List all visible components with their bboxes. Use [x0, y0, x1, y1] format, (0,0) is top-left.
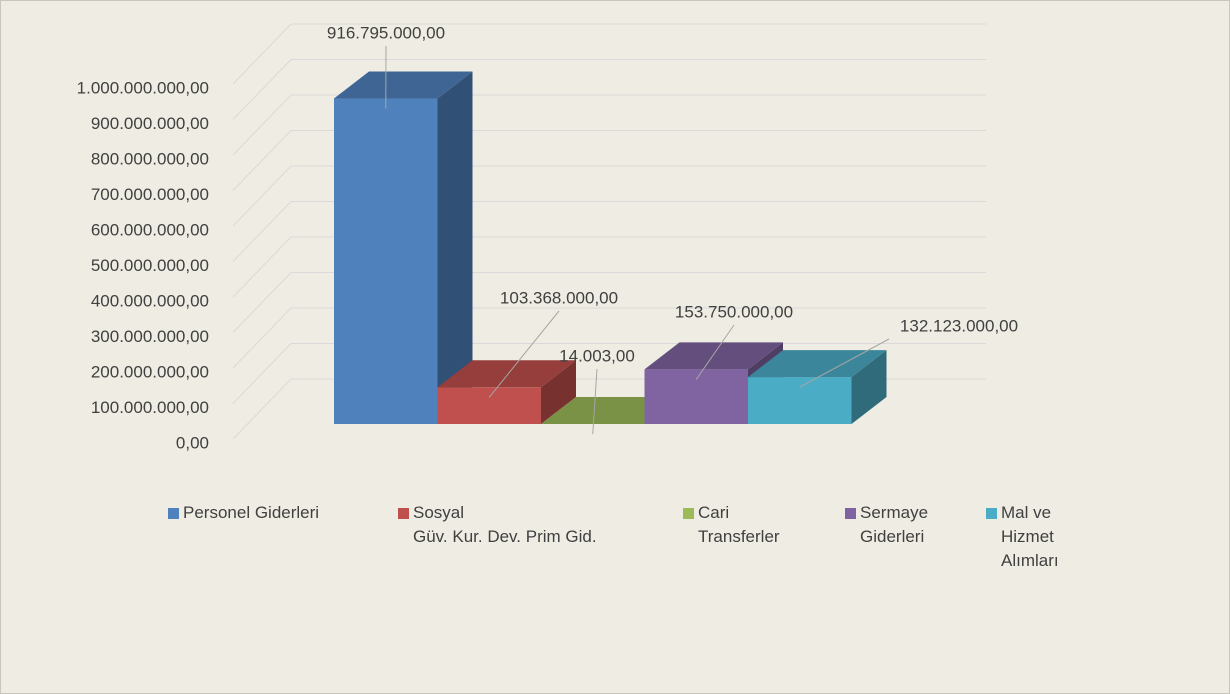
- y-tick-label: 0,00: [176, 433, 209, 452]
- grid-line: [232, 23, 292, 85]
- grid-line: [232, 236, 292, 298]
- grid-line: [232, 130, 292, 191]
- legend-label: Mal ve Hizmet Alımları: [1001, 503, 1059, 570]
- data-label: 103.368.000,00: [500, 288, 618, 307]
- bar-top: [334, 71, 473, 99]
- leader-line: [592, 368, 598, 435]
- legend-label: Cari Transferler: [698, 503, 780, 546]
- y-tick-label: 200.000.000,00: [91, 362, 209, 381]
- y-tick-label: 700.000.000,00: [91, 185, 209, 204]
- grid-line: [232, 201, 292, 262]
- leader-line: [695, 324, 735, 380]
- grid-line: [232, 343, 292, 404]
- grid-line: [232, 307, 292, 369]
- legend-label: Sermaye Giderleri: [860, 503, 929, 546]
- bar-front: [748, 377, 852, 424]
- data-label: 916.795.000,00: [327, 23, 445, 42]
- legend-swatch: [168, 508, 179, 519]
- y-tick-label: 900.000.000,00: [91, 114, 209, 133]
- legend-swatch: [845, 508, 856, 519]
- bar-side: [541, 360, 576, 424]
- legend-swatch: [398, 508, 409, 519]
- y-tick-label: 100.000.000,00: [91, 398, 209, 417]
- grid-line: [232, 378, 292, 440]
- grid-line: [232, 272, 292, 333]
- bar-top: [437, 360, 576, 388]
- bar-side: [851, 350, 887, 424]
- legend-swatch: [683, 508, 694, 519]
- legend-label: Personel Giderleri: [183, 503, 320, 522]
- grid-line: [232, 94, 292, 156]
- y-tick-label: 400.000.000,00: [91, 291, 209, 310]
- data-label: 14.003,00: [559, 346, 635, 365]
- bar-side: [437, 71, 473, 424]
- grid-line: [232, 59, 292, 120]
- legend-swatch: [986, 508, 997, 519]
- data-label: 153.750.000,00: [675, 302, 793, 321]
- y-tick-label: 500.000.000,00: [91, 256, 209, 275]
- bar-top: [644, 342, 783, 370]
- y-tick-label: 600.000.000,00: [91, 220, 209, 239]
- legend-label: Sosyal Güv. Kur. Dev. Prim Gid.: [413, 503, 597, 546]
- bar-front: [334, 98, 438, 424]
- y-tick-label: 300.000.000,00: [91, 327, 209, 346]
- y-tick-label: 1.000.000.000,00: [77, 78, 209, 97]
- bar-front: [644, 369, 748, 424]
- leader-line: [488, 310, 560, 398]
- leader-line: [799, 338, 890, 388]
- bar-top: [748, 350, 887, 378]
- bar-front: [437, 387, 541, 424]
- y-tick-label: 800.000.000,00: [91, 149, 209, 168]
- data-label: 132.123.000,00: [900, 316, 1018, 335]
- grid-line: [232, 165, 292, 227]
